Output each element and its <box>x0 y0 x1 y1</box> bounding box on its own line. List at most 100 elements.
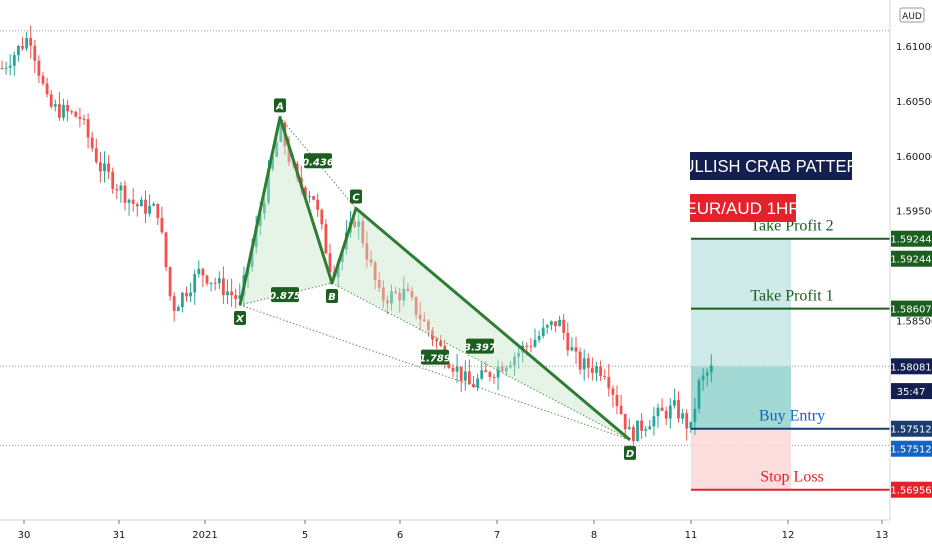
ratio-value: 0.436 <box>302 157 334 168</box>
axis-badge-box <box>891 250 932 267</box>
candle <box>533 328 537 349</box>
candle-body <box>267 168 270 203</box>
candle-body <box>197 268 201 275</box>
trade-levels <box>691 237 890 491</box>
candle <box>140 196 143 207</box>
y-tick-label: 1.61000 <box>896 42 932 53</box>
candle-body <box>168 267 172 297</box>
candle <box>586 353 590 379</box>
candle <box>213 277 217 291</box>
candle <box>677 391 680 423</box>
candle-body <box>697 380 701 409</box>
candle-body <box>488 372 492 377</box>
axis-badge-timer: 35:47 <box>891 383 932 400</box>
candle-body <box>574 347 578 352</box>
candle-body <box>148 205 151 214</box>
candle-body <box>566 332 570 351</box>
candle <box>574 336 578 364</box>
candle <box>582 349 586 381</box>
candle <box>435 336 438 349</box>
candle-body <box>390 291 393 304</box>
candle-body <box>394 291 397 294</box>
candle-body <box>234 295 238 299</box>
candle <box>86 113 90 149</box>
candle-body <box>271 156 274 169</box>
candle-body <box>78 116 82 119</box>
candle <box>119 182 123 203</box>
axis-badge-entry2: 1.57512 <box>890 440 932 457</box>
candle-body <box>176 307 180 312</box>
candle <box>135 202 139 217</box>
candle <box>164 231 168 271</box>
candle-body <box>172 296 176 312</box>
candle-body <box>427 321 430 331</box>
candle-body <box>611 388 615 395</box>
candle-body <box>472 384 475 388</box>
candle <box>410 286 414 301</box>
candle-body <box>603 375 607 377</box>
candle-body <box>656 407 660 417</box>
candle <box>226 279 229 305</box>
candle <box>66 99 69 122</box>
candle <box>414 296 418 320</box>
candle-body <box>509 365 512 368</box>
candle <box>619 394 623 416</box>
candle-body <box>336 261 340 278</box>
candle <box>90 131 94 152</box>
axis-badge-last: 1.58081 <box>890 358 932 375</box>
ratio-label: 0.436 <box>302 153 334 169</box>
point-label: D <box>626 449 634 460</box>
candle <box>394 286 397 295</box>
candle-body <box>402 288 406 301</box>
candle <box>398 288 402 313</box>
candle <box>70 109 74 115</box>
candle-body <box>21 45 24 49</box>
candle-body <box>123 185 127 203</box>
candle-body <box>513 356 516 366</box>
candle <box>611 385 615 408</box>
candle <box>361 216 365 248</box>
candle-body <box>455 366 459 372</box>
candle <box>172 292 176 322</box>
axis-badge-box <box>891 420 932 437</box>
candle <box>455 354 459 384</box>
candle-body <box>685 413 689 429</box>
currency-label: AUD <box>902 12 922 22</box>
candle-body <box>500 366 504 372</box>
candle <box>468 359 471 385</box>
candle-body <box>156 203 160 218</box>
level-label-sl: Stop Loss <box>760 469 824 486</box>
candle-body <box>537 335 541 340</box>
loss-zone <box>691 428 791 490</box>
candle <box>496 359 500 390</box>
point-badge <box>274 98 286 113</box>
candle-body <box>480 370 484 379</box>
ratio-value: 0.875 <box>269 291 301 302</box>
candle <box>230 278 233 307</box>
candle <box>316 193 320 218</box>
candle-body <box>222 278 225 296</box>
x-tick-label: 6 <box>397 530 403 541</box>
candle-body <box>131 199 135 204</box>
candle-body <box>189 292 192 297</box>
candle <box>217 271 221 289</box>
candle-body <box>677 400 680 419</box>
candle-body <box>58 104 61 118</box>
candle <box>451 363 455 378</box>
candle <box>381 280 385 309</box>
axis-badge-box <box>891 358 932 375</box>
candle-body <box>447 362 451 368</box>
candle <box>406 282 410 293</box>
candle <box>25 31 28 51</box>
candle-body <box>94 148 98 163</box>
candle <box>115 183 119 200</box>
pattern-point-c: C <box>350 189 362 204</box>
axis-badge-value: 1.57512 <box>890 445 931 456</box>
chart-subtitle: EUR/AUD 1HR <box>685 199 800 218</box>
point-label: X <box>235 314 245 325</box>
candle-body <box>377 280 381 288</box>
candle <box>107 155 110 180</box>
candle-body <box>562 319 566 333</box>
